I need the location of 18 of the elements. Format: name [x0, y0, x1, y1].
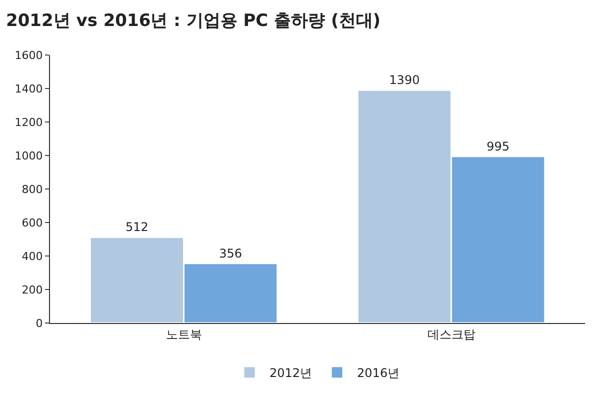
- y-tick-label: 1200: [14, 116, 43, 129]
- legend-label: 2012년: [270, 366, 312, 380]
- data-label: 1390: [389, 73, 420, 88]
- y-tick-label: 1600: [14, 48, 43, 62]
- data-label: 356: [219, 246, 242, 260]
- y-tick-label: 800: [22, 182, 43, 196]
- chart-title: 2012년 vs 2016년 : 기업용 PC 출하량 (천대): [6, 10, 381, 31]
- y-tick-label: 400: [22, 250, 43, 263]
- y-tick-label: 1000: [14, 149, 43, 162]
- y-tick-label: 600: [22, 216, 43, 230]
- y-tick-label: 0: [36, 316, 43, 330]
- legend-label: 2016년: [357, 366, 400, 380]
- y-tick-label: 200: [22, 283, 43, 296]
- y-tick-label: 1400: [14, 82, 43, 96]
- x-tick-label: 데스크탑: [427, 327, 476, 342]
- x-tick-label: 노트북: [166, 327, 202, 342]
- data-label: 995: [486, 139, 510, 154]
- data-label: 512: [125, 220, 148, 234]
